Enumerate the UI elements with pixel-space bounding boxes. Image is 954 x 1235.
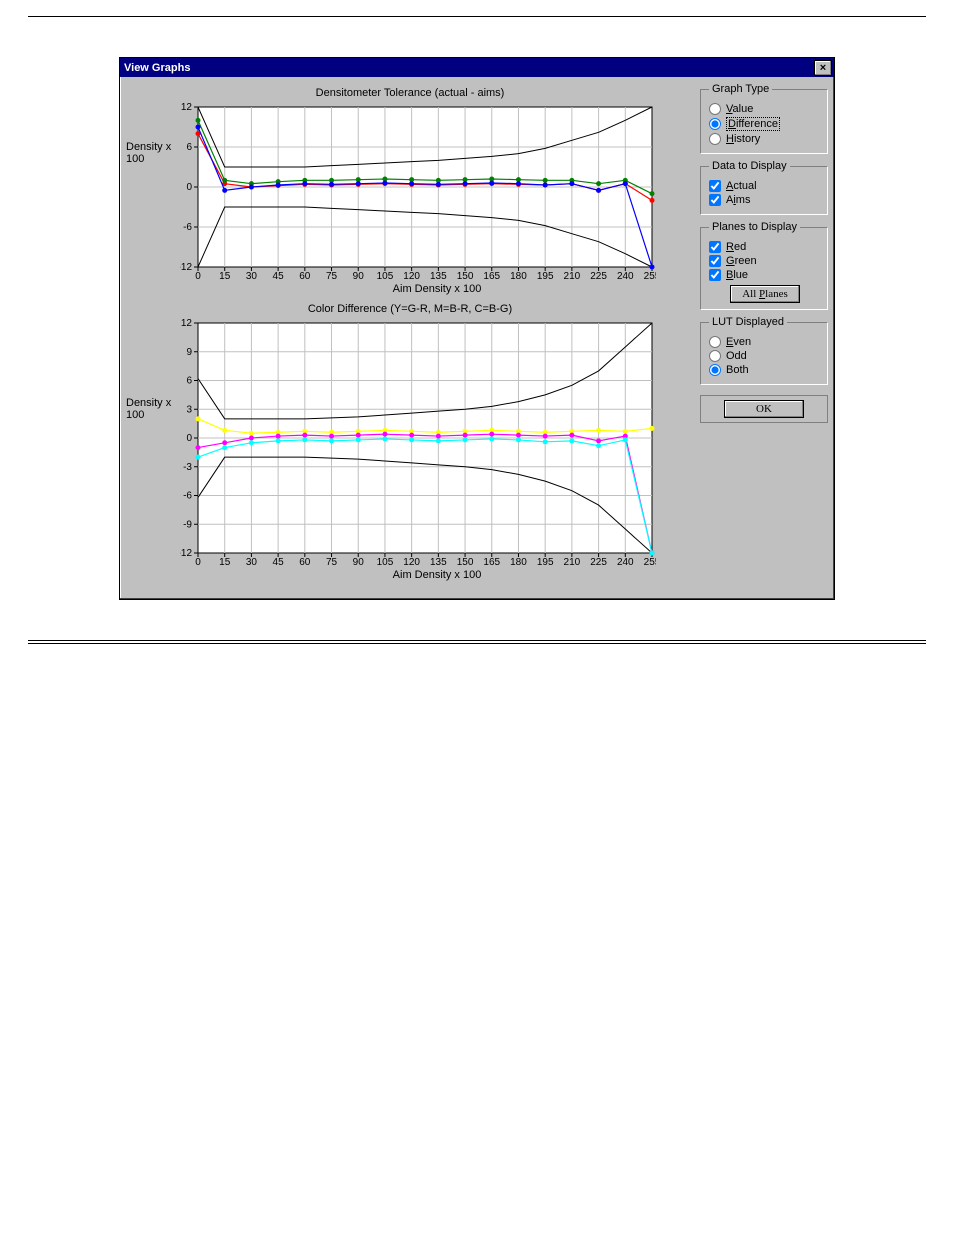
svg-text:150: 150 [457, 271, 474, 281]
lut-option-odd[interactable]: Odd [709, 350, 821, 362]
svg-text:45: 45 [273, 557, 285, 567]
plane-option-blue[interactable]: Blue [709, 269, 821, 281]
svg-text:75: 75 [326, 271, 338, 281]
chart1-title: Densitometer Tolerance (actual - aims) [126, 87, 694, 99]
window-title: View Graphs [124, 62, 190, 74]
svg-text:225: 225 [590, 271, 607, 281]
svg-text:-6: -6 [183, 222, 192, 233]
graph-type-option-value[interactable]: Value [709, 103, 821, 115]
all-planes-button[interactable]: All Planes [730, 285, 800, 303]
plane-checkbox-0[interactable] [709, 241, 721, 253]
data-display-checkbox-1[interactable] [709, 194, 721, 206]
lut-displayed-group: LUT Displayed Even Odd Both [700, 316, 828, 385]
plane-option-green[interactable]: Green [709, 255, 821, 267]
plane-checkbox-2[interactable] [709, 269, 721, 281]
ok-wrap: OK [700, 395, 828, 423]
lut-option-even[interactable]: Even [709, 336, 821, 348]
graph-type-radio-0[interactable] [709, 103, 721, 115]
titlebar: View Graphs × [120, 58, 834, 77]
chart-densitometer: Densitometer Tolerance (actual - aims) D… [126, 87, 694, 295]
svg-text:210: 210 [564, 271, 581, 281]
chart2-title: Color Difference (Y=G-R, M=B-R, C=B-G) [126, 303, 694, 315]
svg-text:6: 6 [186, 142, 192, 153]
graph-type-radio-2[interactable] [709, 133, 721, 145]
chart-colordiff: Color Difference (Y=G-R, M=B-R, C=B-G) D… [126, 303, 694, 581]
svg-text:180: 180 [510, 271, 527, 281]
svg-text:150: 150 [457, 557, 474, 567]
planes-legend: Planes to Display [709, 221, 800, 233]
svg-text:15: 15 [219, 557, 231, 567]
svg-text:12: 12 [181, 102, 193, 113]
svg-text:105: 105 [377, 271, 394, 281]
svg-text:90: 90 [353, 557, 365, 567]
svg-text:90: 90 [353, 271, 365, 281]
svg-text:9: 9 [186, 347, 192, 358]
view-graphs-window: View Graphs × Densitometer Tolerance (ac… [119, 57, 835, 600]
graph-type-option-difference[interactable]: Difference [709, 117, 821, 131]
svg-text:195: 195 [537, 557, 554, 567]
ok-button[interactable]: OK [724, 400, 804, 418]
svg-text:-6: -6 [183, 491, 192, 502]
svg-text:45: 45 [273, 271, 285, 281]
svg-text:6: 6 [186, 376, 192, 387]
svg-text:225: 225 [590, 557, 607, 567]
svg-text:12: 12 [181, 318, 193, 329]
svg-text:210: 210 [564, 557, 581, 567]
svg-text:75: 75 [326, 557, 338, 567]
lut-radio-0[interactable] [709, 336, 721, 348]
svg-text:60: 60 [299, 557, 311, 567]
svg-text:105: 105 [377, 557, 394, 567]
svg-text:-12: -12 [180, 262, 192, 273]
svg-text:30: 30 [246, 271, 258, 281]
chart2-xlabel: Aim Density x 100 [180, 569, 694, 581]
close-icon[interactable]: × [814, 60, 832, 76]
chart1-ylabel: Density x 100 [126, 101, 180, 165]
charts-area: Densitometer Tolerance (actual - aims) D… [126, 83, 700, 593]
data-to-display-legend: Data to Display [709, 160, 790, 172]
svg-text:120: 120 [403, 557, 420, 567]
svg-text:240: 240 [617, 271, 634, 281]
svg-text:120: 120 [403, 271, 420, 281]
svg-text:135: 135 [430, 557, 447, 567]
graph-type-group: Graph Type Value Difference History [700, 83, 828, 154]
svg-text:0: 0 [195, 271, 201, 281]
svg-text:240: 240 [617, 557, 634, 567]
svg-text:255: 255 [644, 557, 656, 567]
svg-text:135: 135 [430, 271, 447, 281]
svg-text:30: 30 [246, 557, 258, 567]
lut-option-both[interactable]: Both [709, 364, 821, 376]
chart2-ylabel: Density x 100 [126, 317, 180, 421]
planes-to-display-group: Planes to Display Red Green Blue All Plane… [700, 221, 828, 310]
graph-type-option-history[interactable]: History [709, 133, 821, 145]
chart1-svg: 0153045607590105120135150165180195210225… [180, 101, 656, 281]
plane-checkbox-1[interactable] [709, 255, 721, 267]
svg-text:165: 165 [483, 557, 500, 567]
graph-type-radio-1[interactable] [709, 118, 721, 130]
svg-text:15: 15 [219, 271, 231, 281]
svg-text:180: 180 [510, 557, 527, 567]
svg-text:165: 165 [483, 271, 500, 281]
lut-radio-2[interactable] [709, 364, 721, 376]
chart2-svg: 0153045607590105120135150165180195210225… [180, 317, 656, 567]
lut-radio-1[interactable] [709, 350, 721, 362]
side-panel: Graph Type Value Difference History Data t… [700, 83, 828, 593]
svg-text:-9: -9 [183, 519, 192, 530]
svg-text:0: 0 [195, 557, 201, 567]
svg-text:3: 3 [186, 404, 192, 415]
lut-legend: LUT Displayed [709, 316, 787, 328]
data-display-option-aims[interactable]: Aims [709, 194, 821, 206]
svg-text:0: 0 [186, 182, 192, 193]
svg-text:-3: -3 [183, 462, 192, 473]
graph-type-legend: Graph Type [709, 83, 772, 95]
data-display-option-actual[interactable]: Actual [709, 180, 821, 192]
data-display-checkbox-0[interactable] [709, 180, 721, 192]
chart1-xlabel: Aim Density x 100 [180, 283, 694, 295]
plane-option-red[interactable]: Red [709, 241, 821, 253]
svg-text:255: 255 [644, 271, 656, 281]
svg-text:0: 0 [186, 433, 192, 444]
svg-text:-12: -12 [180, 548, 192, 559]
svg-text:60: 60 [299, 271, 311, 281]
data-to-display-group: Data to Display Actual Aims [700, 160, 828, 215]
svg-text:195: 195 [537, 271, 554, 281]
